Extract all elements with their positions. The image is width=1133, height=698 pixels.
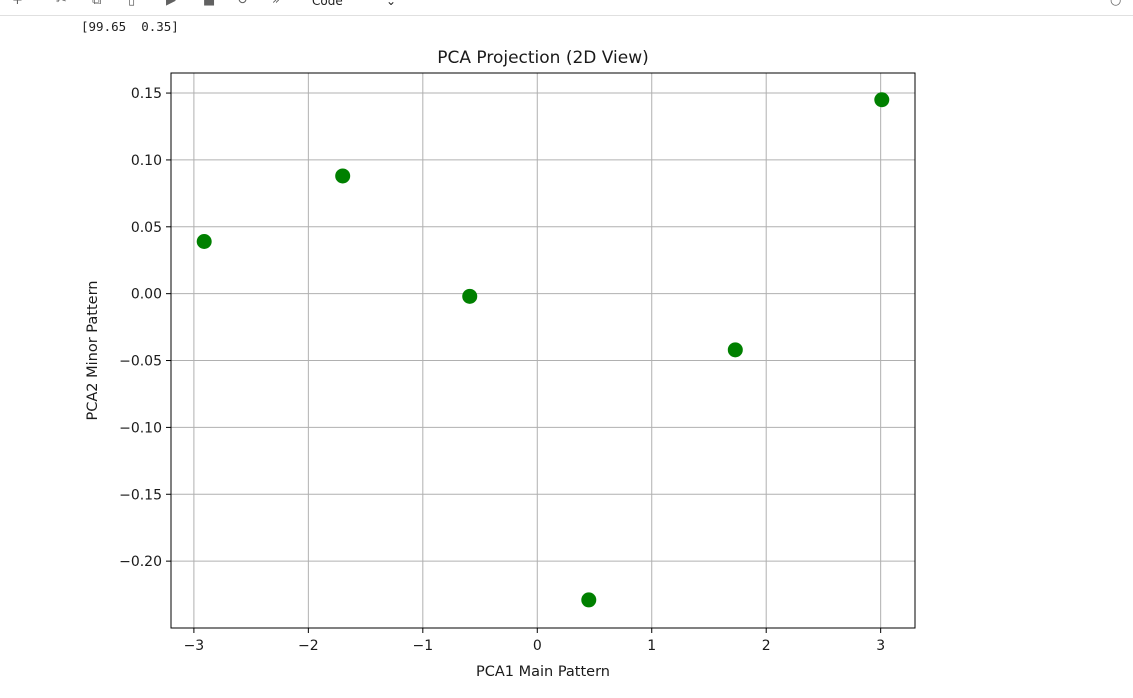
scatter-point [335, 168, 351, 184]
chevron-down-icon: ⌄ [385, 0, 396, 8]
scatter-point [581, 592, 597, 608]
data-points [196, 92, 890, 608]
x-axis-label: PCA1 Main Pattern [476, 664, 610, 680]
x-tick-label: −2 [298, 638, 319, 654]
scatter-point [874, 92, 890, 108]
scatter-point [196, 234, 212, 250]
x-tick-label: −1 [412, 638, 433, 654]
fast-forward-icon[interactable]: » [272, 0, 280, 8]
axis-ticks: −3 −2 −1 0 1 2 3 0.15 0.10 0.05 0.00 −0.05 −0.10 −0.1… [119, 86, 885, 654]
cell-output-text: [99.65 0.35] [81, 19, 179, 34]
restart-icon[interactable]: ↻ [237, 0, 248, 8]
cut-icon[interactable]: ✂ [56, 0, 67, 8]
y-tick-label: −0.05 [119, 354, 162, 370]
grid-lines [171, 73, 915, 628]
add-cell-icon[interactable]: + [12, 0, 23, 8]
scatter-point [462, 288, 478, 304]
y-tick-label: −0.20 [119, 554, 162, 570]
stop-icon[interactable]: ■ [203, 0, 216, 8]
y-tick-label: −0.10 [119, 420, 162, 436]
paste-icon[interactable]: ▯ [128, 0, 136, 8]
x-tick-label: 1 [647, 638, 656, 654]
y-tick-label: 0.00 [131, 287, 162, 303]
chart-title: PCA Projection (2D View) [437, 48, 649, 68]
copy-icon[interactable]: ⧉ [92, 0, 102, 8]
x-tick-label: 2 [762, 638, 771, 654]
scatter-point [727, 342, 743, 358]
y-tick-label: 0.05 [131, 220, 162, 236]
x-tick-label: 3 [876, 638, 885, 654]
y-tick-label: 0.15 [131, 86, 162, 102]
y-tick-label: −0.15 [119, 487, 162, 503]
x-tick-label: −3 [184, 638, 205, 654]
axes-frame [170, 72, 916, 629]
x-tick-label: 0 [533, 638, 542, 654]
run-icon[interactable]: ▶ [166, 0, 176, 8]
cell-type-select[interactable]: Code ⌄ [300, 0, 396, 8]
y-axis-label: PCA2 Minor Pattern [85, 281, 101, 421]
cell-type-label: Code [312, 0, 343, 8]
y-tick-label: 0.10 [131, 153, 162, 169]
notebook-toolbar: + ✂ ⧉ ▯ ▶ ■ ↻ » Code ⌄ ○ [0, 0, 1133, 16]
kernel-status-icon: ○ [1110, 0, 1122, 8]
